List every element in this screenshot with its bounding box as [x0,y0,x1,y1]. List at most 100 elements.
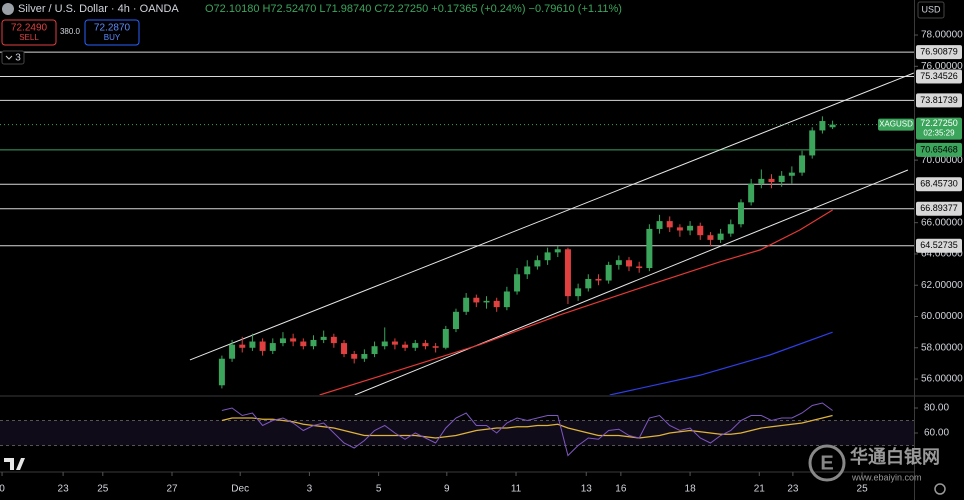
channel-line [189,72,914,361]
candle-body [330,336,337,344]
moving-average [319,209,833,395]
candle-body [218,358,225,386]
level-label: 68.45730 [920,179,958,189]
candle-body [697,225,704,236]
spread: 380.0 [60,27,81,36]
candle-body [768,178,775,183]
candle-body [656,221,663,229]
candle-body [717,233,724,240]
candle-body [249,341,256,348]
level-label-box [916,45,962,60]
x-tick-label: 21 [754,484,766,495]
candle-body [707,235,714,240]
candle-body [554,249,561,253]
candle-body [473,297,480,303]
watermark-logo [808,444,846,482]
watermark-url: www.ebaiyin.com [851,472,922,482]
main-pane [0,51,914,395]
candle-body [493,300,500,308]
candle-body [524,266,531,275]
candle-body [361,354,368,359]
rsi-pane [0,402,914,457]
symbol-label: XAGUSD [879,120,913,129]
candle-body [452,311,459,330]
candle-body [412,343,419,348]
y-tick-label: 66.00000 [921,217,963,228]
x-tick-label: 11 [511,484,522,495]
candle-body [503,291,510,308]
moving-average [609,331,833,395]
candle-body [595,278,602,281]
ohlc-legend: O72.10180 H72.52470 L71.98740 C72.27250 … [205,3,622,15]
level-label: 76.90879 [920,46,958,56]
candle-body [402,344,409,348]
x-tick-label: 13 [581,484,593,495]
candle-body [320,336,327,340]
candle-body [229,344,236,359]
candle-body [391,341,398,345]
sell-label: SELL [19,33,39,42]
candle-body [575,288,582,297]
candle-body [483,300,490,303]
candle-body [799,155,806,173]
level-label-box [916,201,962,216]
y-tick-label: 64.00000 [921,249,963,260]
currency-button[interactable] [917,1,945,19]
level-label-box [916,238,962,253]
buy-button[interactable] [84,19,140,46]
rsi-ma-line [221,414,833,439]
candle-body [290,338,297,342]
candle-body [310,339,317,347]
candle-body [381,341,388,347]
candle-body [676,227,683,231]
level-label-box [916,142,962,157]
x-tick-label: 3 [307,484,313,495]
last-price-label: 72.27250 [920,118,958,128]
y-tick-label: 76.00000 [921,61,963,72]
candle-body [758,178,765,184]
tv-logo [4,458,25,470]
x-tick-label: 16 [615,484,627,495]
candle-body [239,344,246,348]
symbol-icon [2,3,14,15]
candle-body [636,266,643,269]
currency: USD [921,4,941,14]
candle-body [279,338,286,344]
candle-body [259,341,266,351]
candle-body [626,260,633,267]
level-label-box [916,69,962,84]
candle-body [748,183,755,203]
y-tick-label: 60.00000 [921,311,963,322]
candle-body [300,341,307,347]
x-tick-label: 9 [444,484,450,495]
candle-body [544,252,551,261]
buy-price: 72.2870 [94,23,131,34]
y-tick-label: 62.00000 [921,280,963,291]
y-tick-label: 70.00000 [921,155,963,166]
candle-body [737,202,744,225]
candle-body [727,224,734,234]
settings-button[interactable] [934,483,946,495]
channel-line [354,169,909,395]
indicator-count: 3 [15,53,21,64]
candle-body [585,278,592,289]
candle-body [615,260,622,265]
x-tick-label: 23 [787,484,799,495]
sell-button[interactable] [1,19,57,46]
buy-label: BUY [104,33,121,42]
countdown: 02:35:29 [923,129,955,138]
level-label: 75.34526 [920,71,958,81]
level-label: 64.52735 [920,240,958,250]
indicators-toggle[interactable] [1,50,25,65]
rsi-tick-label: 80.00 [924,403,949,414]
candle-body [422,343,429,347]
rsi-band [0,420,914,446]
candle-body [646,228,653,269]
level-label: 73.81739 [920,95,958,105]
candle-body [788,172,795,176]
x-tick-label: 23 [58,484,70,495]
chart-title: Silver / U.S. Dollar · 4h · OANDA [18,3,179,15]
candle-body [269,343,276,351]
candle-body [341,343,348,355]
